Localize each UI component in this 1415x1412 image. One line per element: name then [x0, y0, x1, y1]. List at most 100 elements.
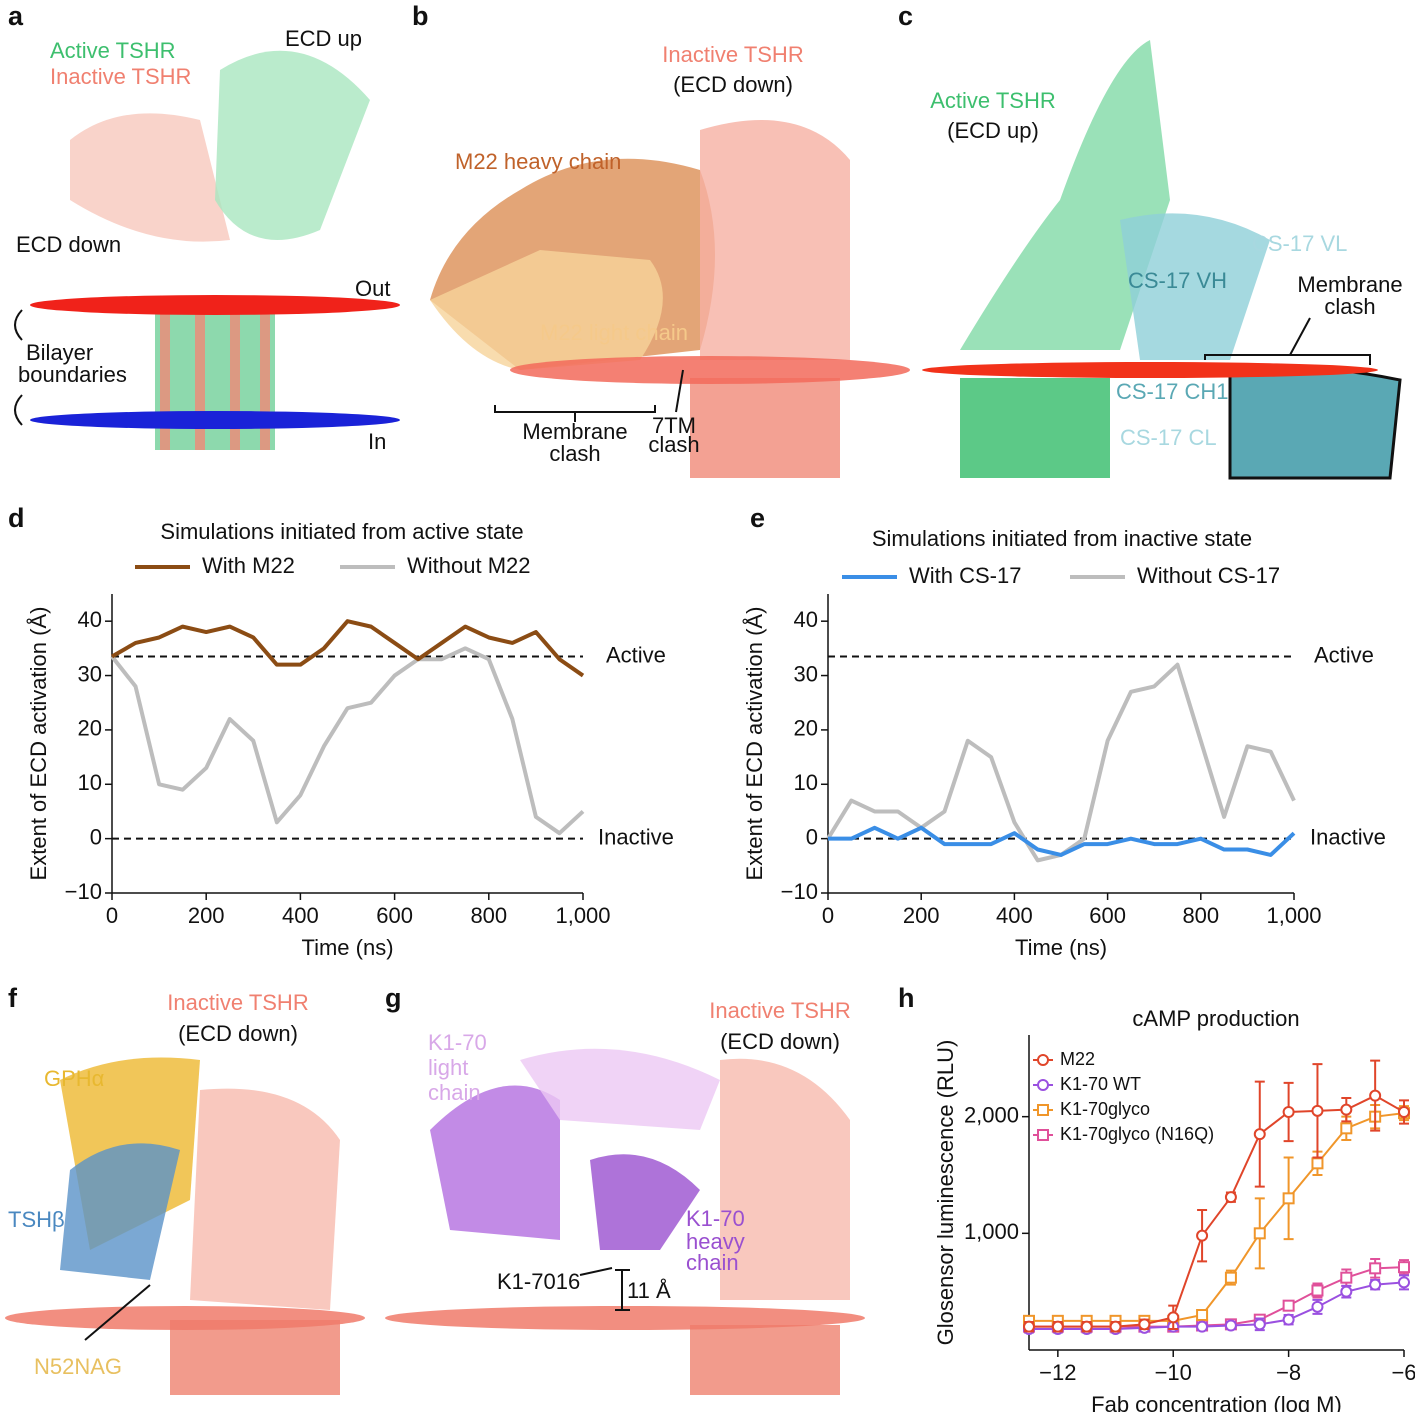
- structure-b: [430, 120, 910, 478]
- reference-label: Inactive: [1310, 824, 1386, 849]
- label: (ECD up): [947, 118, 1039, 143]
- reference-label: Active: [606, 642, 666, 667]
- legend-marker: [1037, 1079, 1049, 1091]
- panel-label: e: [750, 503, 765, 533]
- structure-a: [14, 50, 400, 450]
- label: Inactive TSHR: [662, 42, 803, 67]
- label: clash: [648, 432, 699, 457]
- point: [1311, 1104, 1324, 1117]
- point: [1224, 1271, 1237, 1284]
- y-tick-label: 2,000: [964, 1102, 1019, 1127]
- label: Bilayer: [26, 340, 93, 365]
- point: [1224, 1319, 1237, 1332]
- y-tick-label: −10: [781, 879, 818, 904]
- label: (ECD down): [673, 72, 793, 97]
- panel-label: g: [385, 983, 402, 1013]
- label: K1-70: [428, 1030, 487, 1055]
- label: Active TSHR: [930, 88, 1056, 113]
- x-tick-label: −6: [1391, 1360, 1415, 1385]
- label: heavy: [686, 1229, 745, 1254]
- label: (ECD down): [720, 1029, 840, 1054]
- chart-title: cAMP production: [1132, 1006, 1299, 1031]
- x-tick-label: 400: [282, 903, 319, 928]
- y-tick-label: 40: [794, 607, 818, 632]
- point: [1282, 1106, 1295, 1118]
- point: [1051, 1320, 1064, 1333]
- point: [1340, 1122, 1353, 1135]
- x-tick-label: 0: [106, 903, 118, 928]
- y-tick-label: 0: [806, 824, 818, 849]
- y-tick-label: 0: [90, 824, 102, 849]
- x-tick-label: 200: [188, 903, 225, 928]
- labels: a Active TSHR Inactive TSHR ECD up ECD d…: [8, 1, 1403, 1379]
- structure-c: [922, 40, 1402, 480]
- label: 11 Å: [627, 1278, 671, 1303]
- point: [1369, 1089, 1382, 1102]
- y-tick-label: 10: [78, 770, 102, 795]
- point: [1109, 1320, 1122, 1333]
- x-tick-label: 1,000: [555, 903, 610, 928]
- series-line: [828, 825, 1296, 857]
- point: [1196, 1229, 1209, 1242]
- y-tick-label: 10: [794, 770, 818, 795]
- y-axis-label: Extent of ECD activation (Å): [26, 607, 51, 881]
- x-axis-label: Fab concentration (log M): [1091, 1392, 1342, 1412]
- legend-label: Without M22: [407, 553, 531, 578]
- y-tick-label: 30: [794, 661, 818, 686]
- point: [1282, 1299, 1295, 1312]
- point: [1311, 1157, 1324, 1170]
- point: [1340, 1103, 1353, 1116]
- label: CS-17 VL: [1252, 231, 1347, 256]
- point: [1253, 1318, 1266, 1331]
- panel-label: h: [898, 983, 915, 1013]
- label: Membrane: [522, 419, 627, 444]
- point: [1282, 1313, 1295, 1326]
- reference-label: Active: [1314, 642, 1374, 667]
- point: [1167, 1311, 1180, 1324]
- label: Inactive TSHR: [167, 990, 308, 1015]
- x-tick-label: −8: [1276, 1360, 1301, 1385]
- legend-label: K1-70glyco: [1060, 1099, 1150, 1119]
- label: Out: [355, 276, 390, 301]
- panel-label: c: [898, 1, 913, 31]
- legend-label: M22: [1060, 1049, 1095, 1069]
- legend-label: Without CS-17: [1137, 563, 1280, 588]
- label: Inactive TSHR: [50, 64, 191, 89]
- point: [1282, 1192, 1295, 1205]
- label: Inactive TSHR: [709, 998, 850, 1023]
- legend-marker: [1037, 1104, 1049, 1116]
- y-tick-label: −10: [65, 879, 102, 904]
- panel-label: b: [412, 1, 429, 31]
- label: M22 heavy chain: [455, 149, 621, 174]
- x-tick-label: −12: [1039, 1360, 1076, 1385]
- x-tick-label: 200: [903, 903, 940, 928]
- x-axis-label: Time (ns): [1015, 935, 1107, 960]
- x-tick-label: 400: [996, 903, 1033, 928]
- x-tick-label: −10: [1155, 1360, 1192, 1385]
- point: [1398, 1276, 1410, 1289]
- legend-label: With CS-17: [909, 563, 1021, 588]
- point: [1311, 1284, 1324, 1297]
- point: [1398, 1106, 1410, 1118]
- legend-marker: [1037, 1129, 1049, 1141]
- series-line: [826, 662, 1296, 863]
- point: [1196, 1320, 1209, 1333]
- point: [1369, 1262, 1382, 1275]
- legend-label: K1-70 WT: [1060, 1074, 1141, 1094]
- x-tick-label: 800: [1182, 903, 1219, 928]
- series-line: [111, 619, 585, 678]
- point: [1340, 1271, 1353, 1284]
- y-axis-label: Glosensor luminescence (RLU): [933, 1040, 958, 1346]
- y-tick-label: 20: [78, 716, 102, 741]
- label: CS-17 VH: [1128, 268, 1227, 293]
- label: Active TSHR: [50, 38, 176, 63]
- point: [1340, 1285, 1353, 1298]
- panel-label: d: [8, 503, 25, 533]
- chart-title: Simulations initiated from active state: [160, 519, 523, 544]
- label: K1-70: [686, 1206, 745, 1231]
- structure-f: [5, 1057, 365, 1395]
- point: [1311, 1300, 1324, 1313]
- y-tick-label: 40: [78, 607, 102, 632]
- point: [1080, 1320, 1093, 1333]
- label: clash: [549, 441, 600, 466]
